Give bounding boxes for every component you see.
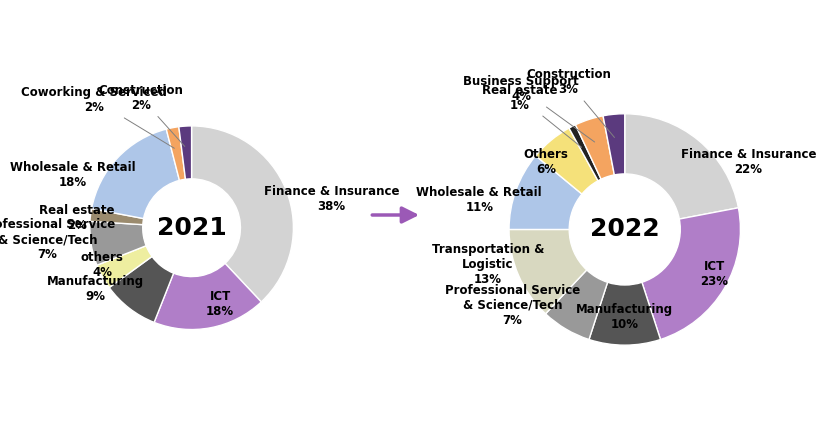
- Wedge shape: [509, 156, 582, 230]
- Text: ICT
23%: ICT 23%: [701, 260, 728, 288]
- Wedge shape: [569, 125, 601, 181]
- Wedge shape: [603, 114, 625, 175]
- Wedge shape: [625, 114, 738, 219]
- Wedge shape: [97, 246, 152, 288]
- Text: Manufacturing
9%: Manufacturing 9%: [47, 275, 144, 303]
- Text: Transportation &
Logistic
13%: Transportation & Logistic 13%: [431, 243, 544, 286]
- Wedge shape: [589, 282, 661, 345]
- Wedge shape: [167, 127, 186, 181]
- Circle shape: [569, 174, 681, 285]
- Text: Wholesale & Retail
11%: Wholesale & Retail 11%: [416, 186, 542, 214]
- Circle shape: [142, 179, 241, 276]
- Wedge shape: [576, 116, 615, 179]
- Text: ICT
18%: ICT 18%: [206, 290, 234, 318]
- Wedge shape: [509, 230, 586, 314]
- Text: Manufacturing
10%: Manufacturing 10%: [576, 304, 673, 332]
- Text: Finance & Insurance
38%: Finance & Insurance 38%: [263, 185, 399, 213]
- Text: Real estate
2%: Real estate 2%: [39, 204, 115, 232]
- Text: Construction
3%: Construction 3%: [526, 68, 615, 138]
- Wedge shape: [642, 208, 741, 340]
- Text: Real estate
1%: Real estate 1%: [482, 83, 581, 147]
- Text: Wholesale & Retail
18%: Wholesale & Retail 18%: [9, 161, 135, 189]
- Text: Construction
2%: Construction 2%: [98, 84, 185, 146]
- Text: 2022: 2022: [590, 218, 660, 242]
- Text: Business Support
4%: Business Support 4%: [463, 75, 595, 142]
- Wedge shape: [154, 263, 262, 329]
- Text: Finance & Insurance
22%: Finance & Insurance 22%: [681, 148, 816, 176]
- Wedge shape: [90, 209, 143, 224]
- Text: 2021: 2021: [157, 216, 227, 240]
- Wedge shape: [109, 256, 173, 322]
- Text: others
4%: others 4%: [81, 251, 124, 279]
- Wedge shape: [179, 126, 192, 179]
- Text: Others
6%: Others 6%: [524, 148, 569, 176]
- Wedge shape: [92, 129, 179, 218]
- Wedge shape: [546, 270, 607, 340]
- Wedge shape: [90, 221, 146, 265]
- Wedge shape: [192, 126, 293, 302]
- Text: Professional Service
& Science/Tech
7%: Professional Service & Science/Tech 7%: [445, 284, 580, 327]
- Text: Coworking & Serviced
2%: Coworking & Serviced 2%: [22, 86, 174, 148]
- Text: Professional Service
& Science/Tech
7%: Professional Service & Science/Tech 7%: [0, 218, 115, 261]
- Wedge shape: [536, 128, 598, 194]
